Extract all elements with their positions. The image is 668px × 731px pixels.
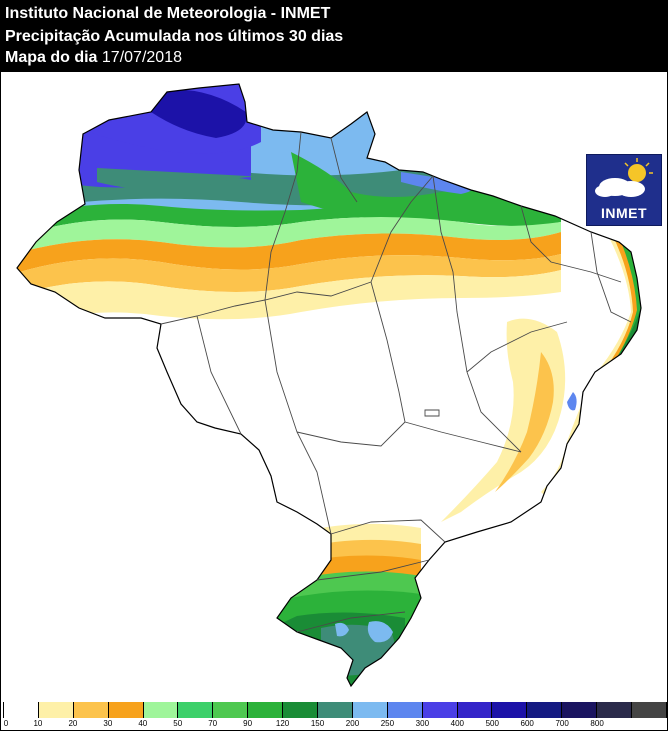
legend-label: 200 xyxy=(345,719,360,728)
legend-swatch xyxy=(527,702,563,718)
legend-label: 250 xyxy=(380,719,395,728)
legend-label: 400 xyxy=(450,719,464,728)
legend-swatch xyxy=(178,702,214,718)
cloud-sun-icon xyxy=(595,158,653,197)
inmet-logo: INMET xyxy=(586,154,662,226)
legend-label: 10 xyxy=(33,719,43,728)
legend-color-bar xyxy=(3,702,667,718)
legend-label: 300 xyxy=(415,719,430,728)
legend-label: 40 xyxy=(138,719,148,728)
legend-label: 70 xyxy=(208,719,218,728)
legend-label: 700 xyxy=(555,719,569,728)
legend-label: 500 xyxy=(485,719,499,728)
legend-swatch xyxy=(73,702,109,718)
legend-swatch xyxy=(387,702,423,718)
legend-label: 50 xyxy=(173,719,183,728)
legend-label: 20 xyxy=(68,719,78,728)
legend-swatch xyxy=(318,702,353,718)
inmet-logo-text: INMET xyxy=(600,205,648,221)
header-bar: Instituto Nacional de Meteorologia - INM… xyxy=(0,0,668,72)
legend-swatch xyxy=(213,702,249,718)
legend-label: 800 xyxy=(590,719,604,728)
legend-swatch xyxy=(283,702,319,718)
legend-swatch xyxy=(492,702,528,718)
legend-label: 120 xyxy=(275,719,290,728)
legend-swatch xyxy=(457,702,493,718)
legend-swatch xyxy=(352,702,388,718)
map-area: INMET xyxy=(0,72,668,701)
institute-title: Instituto Nacional de Meteorologia - INM… xyxy=(5,5,331,22)
state-borders xyxy=(160,131,632,633)
legend-swatch xyxy=(143,702,179,718)
precipitation-legend: 0 10 20 30 40 50 70 90 120 150 200 250 300 400 500 600 7… xyxy=(0,701,668,731)
legend-swatch xyxy=(597,702,633,718)
map-subtitle: Precipitação Acumulada nos últimos 30 di… xyxy=(5,28,344,45)
legend-swatch xyxy=(422,702,458,718)
legend-label: 600 xyxy=(520,719,534,728)
legend-swatch xyxy=(38,702,74,718)
legend-swatch xyxy=(248,702,284,718)
map-date-line: Mapa do dia 17/07/2018 xyxy=(5,48,182,68)
legend-swatch xyxy=(3,702,39,718)
brazil-precipitation-map xyxy=(16,83,642,687)
map-date-label: Mapa do dia xyxy=(5,49,98,66)
legend-label: 90 xyxy=(243,719,253,728)
legend-label: 150 xyxy=(310,719,325,728)
legend-swatch xyxy=(562,702,598,718)
legend-swatch xyxy=(632,702,667,718)
legend-label: 0 xyxy=(3,719,9,728)
map-date-value: 17/07/2018 xyxy=(101,49,182,66)
legend-swatch xyxy=(108,702,144,718)
legend-label: 30 xyxy=(103,719,113,728)
